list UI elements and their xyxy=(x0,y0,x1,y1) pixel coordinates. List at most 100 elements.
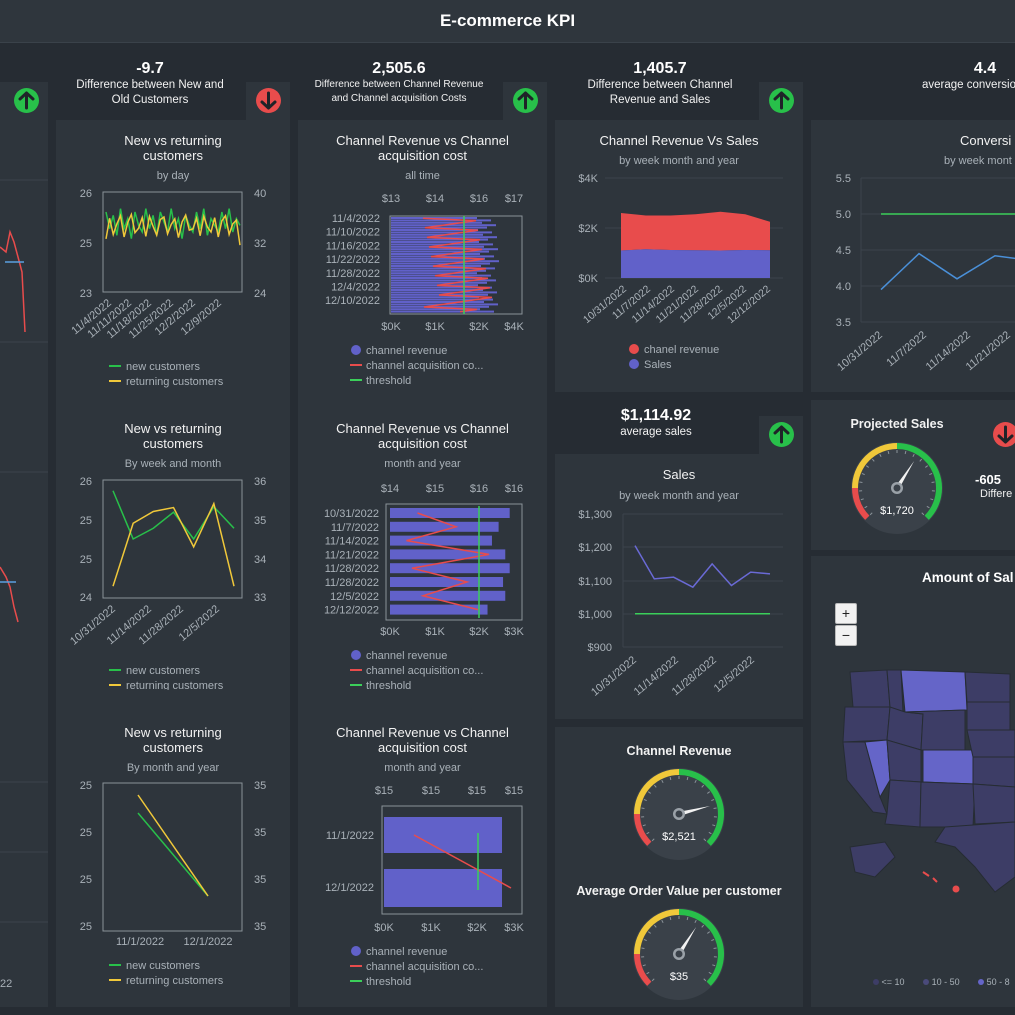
svg-text:11/1/2022: 11/1/2022 xyxy=(116,936,164,948)
svg-text:channel revenue: channel revenue xyxy=(366,650,447,662)
us-map[interactable] xyxy=(835,662,1015,912)
map-state xyxy=(966,701,1011,731)
revenue-bar xyxy=(391,298,493,301)
gauge-band-red xyxy=(634,953,652,986)
kpi-average-sales: $1,114.92 average sales xyxy=(575,407,737,440)
revenue-sales-chart: $4K $2K $0K 10/31/202211/7/202211/14/202… xyxy=(578,173,783,371)
revenue-bar xyxy=(391,257,485,260)
svg-text:$4K: $4K xyxy=(578,173,598,185)
map-state xyxy=(972,783,1015,825)
revenue-bar xyxy=(391,241,479,243)
gauge-tick xyxy=(661,919,664,924)
x-tick-label: 12/5/2022 xyxy=(712,654,757,695)
map-title: Amount of Sal xyxy=(922,570,1014,585)
chart-subtitle: by week mont xyxy=(944,155,1012,167)
gauge-value: $1,720 xyxy=(880,505,914,517)
y-tick-label: 11/21/2022 xyxy=(325,549,379,561)
gauge-band-red xyxy=(634,813,652,846)
acquisition-cost-line xyxy=(413,834,512,889)
revenue-bar xyxy=(391,229,478,231)
kpi-revenue-cost: 2,505.6 Difference between Channel Reven… xyxy=(300,60,498,106)
arrow-up-icon xyxy=(769,88,794,113)
revenue-bar xyxy=(390,535,492,546)
zoom-out-button[interactable]: − xyxy=(835,625,857,646)
gauge-tick xyxy=(643,938,647,942)
svg-text:threshold: threshold xyxy=(366,375,411,387)
svg-text:channel acquisition co...: channel acquisition co... xyxy=(366,961,483,973)
map-state xyxy=(849,841,896,878)
chart-title: Channel Revenue vs Channel acquisition co… xyxy=(336,725,509,755)
revenue-bar xyxy=(391,262,490,265)
gauge-tick xyxy=(651,978,655,982)
revenue-bar xyxy=(390,549,506,560)
gauge-tick xyxy=(711,938,715,942)
svg-text:25: 25 xyxy=(80,827,92,839)
svg-text:threshold: threshold xyxy=(366,680,411,692)
svg-text:$13: $13 xyxy=(382,193,400,205)
gauge-tick xyxy=(701,784,705,788)
svg-text:channel revenue: channel revenue xyxy=(366,946,447,958)
kpi-value: $1,114.92 xyxy=(620,407,692,424)
y-tick-label: 11/4/2022 xyxy=(332,213,380,225)
zoom-in-button[interactable]: + xyxy=(835,603,857,624)
chart-subtitle: By month and year xyxy=(126,762,220,774)
svg-text:$1,200: $1,200 xyxy=(578,542,612,554)
svg-text:new customers: new customers xyxy=(126,665,200,677)
dashboard-title: E-commerce KPI xyxy=(439,11,576,30)
sales-line xyxy=(634,545,771,589)
trend-down-button xyxy=(246,82,290,120)
revenue-bar xyxy=(391,219,491,222)
svg-text:25: 25 xyxy=(80,554,92,566)
revenue-bar xyxy=(391,277,482,279)
gauge-tick xyxy=(925,465,929,468)
map-state xyxy=(972,756,1015,788)
svg-text:40: 40 xyxy=(254,188,266,200)
map-legend: <= 10 10 - 50 50 - 8 xyxy=(873,977,1015,987)
chart-title: Channel Revenue vs Channel acquisition co… xyxy=(336,133,509,163)
revenue-bar xyxy=(391,279,496,282)
revenue-bar xyxy=(391,291,497,294)
gauge-tick xyxy=(861,472,865,476)
gauge-tick xyxy=(686,776,689,781)
revenue-bar xyxy=(391,281,487,284)
map-state xyxy=(919,781,976,828)
svg-text:$14: $14 xyxy=(381,483,399,495)
gauge-band-yellow xyxy=(634,909,680,955)
revenue-bar xyxy=(391,221,482,224)
y-tick-label: 11/28/2022 xyxy=(325,563,379,575)
gauge-tick xyxy=(712,964,716,967)
svg-text:new customers: new customers xyxy=(126,361,200,373)
crac-all-chart: $13 $14 $16 $17 11/4/2022 11/10/202211/16… xyxy=(325,193,525,387)
revenue-bar xyxy=(391,238,488,241)
svg-text:$15: $15 xyxy=(468,785,486,797)
returning-customers-line xyxy=(137,794,209,897)
chart-subtitle: by week month and year xyxy=(619,490,739,502)
svg-text:$0K: $0K xyxy=(578,273,598,285)
map-state xyxy=(922,749,974,785)
map-state xyxy=(934,821,1015,893)
svg-text:threshold: threshold xyxy=(366,976,411,988)
svg-text:channel acquisition co...: channel acquisition co... xyxy=(366,360,483,372)
revenue-bar xyxy=(391,296,479,299)
svg-text:$2K: $2K xyxy=(469,626,489,638)
gauge-tick xyxy=(926,505,930,509)
gauge-tick xyxy=(711,798,715,802)
svg-text:35: 35 xyxy=(254,515,266,527)
acquisition-cost-line xyxy=(422,217,493,313)
chart-title: Sales xyxy=(662,467,696,482)
left-partial-charts: 22 xyxy=(0,179,48,990)
svg-text:$0K: $0K xyxy=(374,922,394,934)
trend-up-button xyxy=(4,82,48,120)
revenue-bar xyxy=(391,310,494,313)
nvr-month-chart: 25 25 25 25 35 35 35 35 11/1/2022 12/1/2… xyxy=(80,780,267,987)
conversion-panel xyxy=(811,120,1015,392)
svg-text:25: 25 xyxy=(80,874,92,886)
chart-title: Channel Revenue Vs Sales xyxy=(599,133,759,148)
gauge-tick xyxy=(864,505,868,509)
y-tick-label: 12/5/2022 xyxy=(330,591,379,603)
gauge-tick xyxy=(707,791,711,794)
svg-text:23: 23 xyxy=(80,288,92,300)
nvr-week-chart: 26 25 25 24 36 35 34 33 10/31/202211/14/… xyxy=(68,476,266,690)
gauge-needle xyxy=(678,806,710,817)
revenue-bar xyxy=(391,289,483,291)
